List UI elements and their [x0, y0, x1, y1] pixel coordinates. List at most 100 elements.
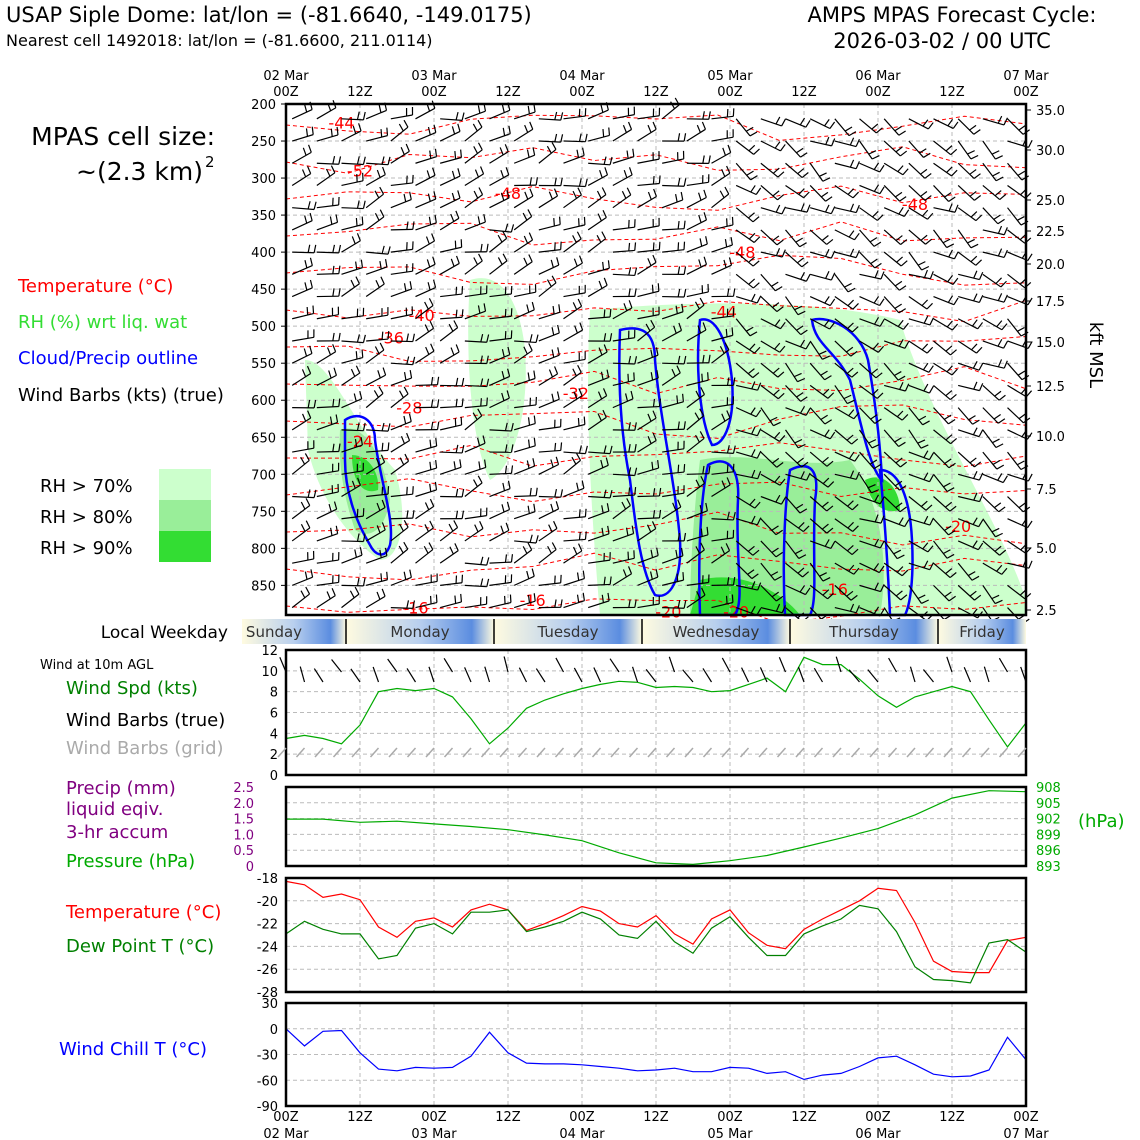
- wind-barb-feather: [409, 569, 412, 578]
- wind-barb-feather: [1003, 249, 1008, 258]
- wind-barb-feather: [731, 594, 734, 603]
- wind-barb-feather: [506, 189, 510, 198]
- wind-barb: [883, 140, 901, 157]
- wind-barb-feather: [336, 126, 339, 135]
- wind-barb-feather: [573, 391, 578, 400]
- wind-barb: [538, 282, 557, 298]
- wind-barb-feather: [824, 119, 830, 127]
- wind-barb-feather: [927, 212, 934, 220]
- wind-barb-feather: [604, 167, 609, 176]
- wind-barb-feather: [450, 213, 455, 222]
- wind-barb: [390, 182, 413, 187]
- wind-barb-feather: [775, 494, 781, 503]
- wind-barb-feather: [723, 259, 727, 268]
- wind-barb-feather: [726, 511, 730, 520]
- wind-barb-feather: [477, 437, 481, 446]
- wind-barb-feather: [900, 239, 908, 245]
- wind-barb-feather: [313, 201, 317, 210]
- wind-barb: [439, 197, 461, 209]
- wind-barb-feather: [576, 572, 580, 581]
- surface-wind-barb: [682, 669, 694, 683]
- wind-barb-feather: [895, 191, 903, 198]
- wind-barb-feather: [655, 347, 659, 356]
- wind-barb-feather: [997, 225, 1003, 234]
- wind-barb-feather: [880, 584, 885, 592]
- wind-barb-feather: [306, 365, 312, 374]
- wind-barb: [637, 528, 657, 542]
- wind-barb: [760, 473, 781, 486]
- wind-barb: [760, 118, 782, 127]
- wind-barb: [711, 315, 734, 320]
- wind-barb: [637, 603, 660, 609]
- wind-barb: [464, 340, 487, 343]
- wind-barb: [858, 473, 872, 494]
- grid-wind-barb: [684, 747, 694, 758]
- wind-barb-feather: [621, 501, 627, 510]
- wind-barb-feather: [869, 459, 878, 465]
- wind-barb: [711, 451, 734, 454]
- wind-barb-feather: [978, 472, 984, 481]
- wind-barb-feather: [338, 332, 341, 341]
- wind-barb-feather: [351, 480, 356, 489]
- wind-barb-feather: [793, 372, 802, 378]
- wind-barb: [1007, 584, 1026, 600]
- wind-barb-feather: [708, 354, 711, 363]
- wind-barb: [440, 293, 463, 298]
- wind-barb-feather: [755, 187, 762, 195]
- wind-barb-feather: [430, 376, 434, 386]
- kft-tick-label: 12.5: [1036, 380, 1065, 395]
- wind-barb: [439, 466, 462, 475]
- wind-barb: [563, 262, 583, 275]
- wind-barb: [958, 273, 980, 281]
- wind-barb: [1007, 295, 1029, 306]
- wind-barb-feather: [628, 242, 631, 251]
- wind-barb-feather: [898, 130, 906, 136]
- wind-barb: [390, 362, 413, 366]
- wind-barb: [538, 549, 557, 564]
- label-precip-1: Precip (mm): [66, 778, 176, 799]
- wind-barb-feather: [944, 192, 952, 198]
- wind-barb-feather: [897, 319, 904, 327]
- wind-barb-feather: [969, 124, 977, 131]
- wind-barb-feather: [647, 191, 652, 200]
- wind-barb: [760, 429, 780, 442]
- temp-contour: [285, 114, 1027, 141]
- wind-barb: [464, 442, 486, 453]
- grid-wind-barb: [850, 747, 861, 758]
- wind-barb: [415, 305, 434, 320]
- wind-barb-feather: [535, 177, 538, 186]
- wind-barb-feather: [405, 143, 410, 152]
- wind-barb-feather: [898, 441, 906, 447]
- wind-barb-feather: [946, 487, 955, 493]
- wind-barb-feather: [929, 517, 935, 526]
- wind-barb: [292, 251, 315, 254]
- wind-barb-feather: [978, 294, 984, 303]
- wind-barb-feather: [398, 123, 404, 132]
- wind-barb: [489, 429, 512, 432]
- wind-barb-feather: [921, 599, 929, 604]
- wind-barb-feather: [598, 347, 603, 356]
- wind-barb: [735, 451, 758, 459]
- wind-barb-feather: [800, 152, 808, 158]
- wind-barb: [587, 395, 607, 409]
- cell-size-line2: ~(2.3 km): [76, 157, 203, 186]
- wind-barb-feather: [992, 459, 1001, 465]
- wind-barb: [736, 584, 758, 591]
- wind-barb-feather: [824, 296, 830, 304]
- wind-barb-feather: [849, 470, 855, 479]
- wind-barb-feather: [551, 142, 557, 150]
- wind-barb: [316, 508, 337, 520]
- grid-wind-barb: [277, 747, 287, 758]
- wind-barb-feather: [706, 526, 709, 535]
- wind-barb: [883, 429, 900, 447]
- wind-barb-feather: [526, 149, 530, 158]
- wind-barb-feather: [473, 190, 479, 199]
- wind-barb-feather: [923, 269, 928, 278]
- wind-barb-feather: [898, 339, 904, 347]
- wind-barb: [365, 506, 386, 520]
- wind-barb: [489, 133, 511, 142]
- wind-barb-feather: [825, 270, 830, 279]
- wind-barb-feather: [603, 445, 607, 454]
- wind-barb-feather: [819, 572, 827, 577]
